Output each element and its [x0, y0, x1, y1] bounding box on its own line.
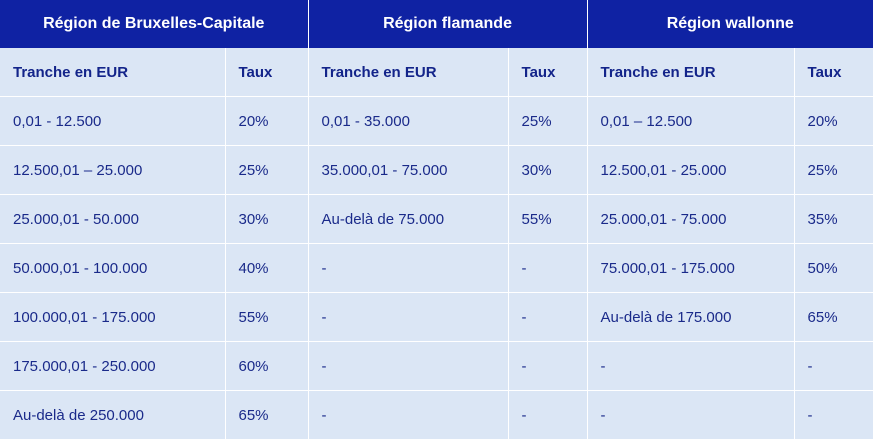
brussels-rate-cell: 30% — [225, 194, 309, 244]
table-row: 12.500,01 – 25.000 25% 35.000,01 - 75.00… — [0, 145, 873, 195]
wallonia-bracket-cell: 25.000,01 - 75.000 — [587, 194, 795, 244]
column-header-bracket: Tranche en EUR — [0, 48, 226, 97]
wallonia-rate-cell: 35% — [794, 194, 873, 244]
wallonia-rate-cell: 50% — [794, 243, 873, 293]
flanders-rate-cell: - — [508, 390, 588, 440]
column-header-rate: Taux — [508, 48, 588, 97]
table-row: 175.000,01 - 250.000 60% - - - - — [0, 341, 873, 391]
brussels-rate-cell: 55% — [225, 292, 309, 342]
wallonia-rate-cell: - — [794, 341, 873, 391]
wallonia-bracket-cell: - — [587, 390, 795, 440]
wallonia-rate-cell: 20% — [794, 96, 873, 146]
brussels-rate-cell: 40% — [225, 243, 309, 293]
brussels-rate-cell: 60% — [225, 341, 309, 391]
flanders-rate-cell: - — [508, 341, 588, 391]
brussels-bracket-cell: 0,01 - 12.500 — [0, 96, 226, 146]
brussels-bracket-cell: 175.000,01 - 250.000 — [0, 341, 226, 391]
flanders-bracket-cell: Au-delà de 75.000 — [308, 194, 509, 244]
brussels-rate-cell: 65% — [225, 390, 309, 440]
region-header-row: Région de Bruxelles-Capitale Région flam… — [0, 0, 873, 48]
flanders-rate-cell: - — [508, 292, 588, 342]
flanders-rate-cell: 25% — [508, 96, 588, 146]
wallonia-rate-cell: 65% — [794, 292, 873, 342]
table-row: 0,01 - 12.500 20% 0,01 - 35.000 25% 0,01… — [0, 96, 873, 146]
flanders-bracket-cell: - — [308, 341, 509, 391]
table-row: 100.000,01 - 175.000 55% - - Au-delà de … — [0, 292, 873, 342]
wallonia-rate-cell: 25% — [794, 145, 873, 195]
column-header-bracket: Tranche en EUR — [308, 48, 509, 97]
column-header-row: Tranche en EUR Taux Tranche en EUR Taux … — [0, 48, 873, 97]
region-header-brussels: Région de Bruxelles-Capitale — [0, 0, 309, 48]
column-header-bracket: Tranche en EUR — [587, 48, 795, 97]
region-header-wallonia: Région wallonne — [587, 0, 873, 48]
table-row: Au-delà de 250.000 65% - - - - — [0, 390, 873, 440]
wallonia-bracket-cell: Au-delà de 175.000 — [587, 292, 795, 342]
flanders-rate-cell: 55% — [508, 194, 588, 244]
table-row: 50.000,01 - 100.000 40% - - 75.000,01 - … — [0, 243, 873, 293]
wallonia-bracket-cell: 0,01 – 12.500 — [587, 96, 795, 146]
brussels-bracket-cell: 50.000,01 - 100.000 — [0, 243, 226, 293]
flanders-bracket-cell: 0,01 - 35.000 — [308, 96, 509, 146]
flanders-bracket-cell: - — [308, 390, 509, 440]
wallonia-bracket-cell: 75.000,01 - 175.000 — [587, 243, 795, 293]
table-row: 25.000,01 - 50.000 30% Au-delà de 75.000… — [0, 194, 873, 244]
flanders-rate-cell: 30% — [508, 145, 588, 195]
brussels-bracket-cell: Au-delà de 250.000 — [0, 390, 226, 440]
brussels-rate-cell: 20% — [225, 96, 309, 146]
brussels-bracket-cell: 100.000,01 - 175.000 — [0, 292, 226, 342]
brussels-bracket-cell: 25.000,01 - 50.000 — [0, 194, 226, 244]
wallonia-bracket-cell: - — [587, 341, 795, 391]
brussels-bracket-cell: 12.500,01 – 25.000 — [0, 145, 226, 195]
wallonia-rate-cell: - — [794, 390, 873, 440]
flanders-bracket-cell: - — [308, 292, 509, 342]
flanders-bracket-cell: 35.000,01 - 75.000 — [308, 145, 509, 195]
flanders-bracket-cell: - — [308, 243, 509, 293]
wallonia-bracket-cell: 12.500,01 - 25.000 — [587, 145, 795, 195]
brussels-rate-cell: 25% — [225, 145, 309, 195]
flanders-rate-cell: - — [508, 243, 588, 293]
region-header-flanders: Région flamande — [308, 0, 588, 48]
column-header-rate: Taux — [794, 48, 873, 97]
column-header-rate: Taux — [225, 48, 309, 97]
